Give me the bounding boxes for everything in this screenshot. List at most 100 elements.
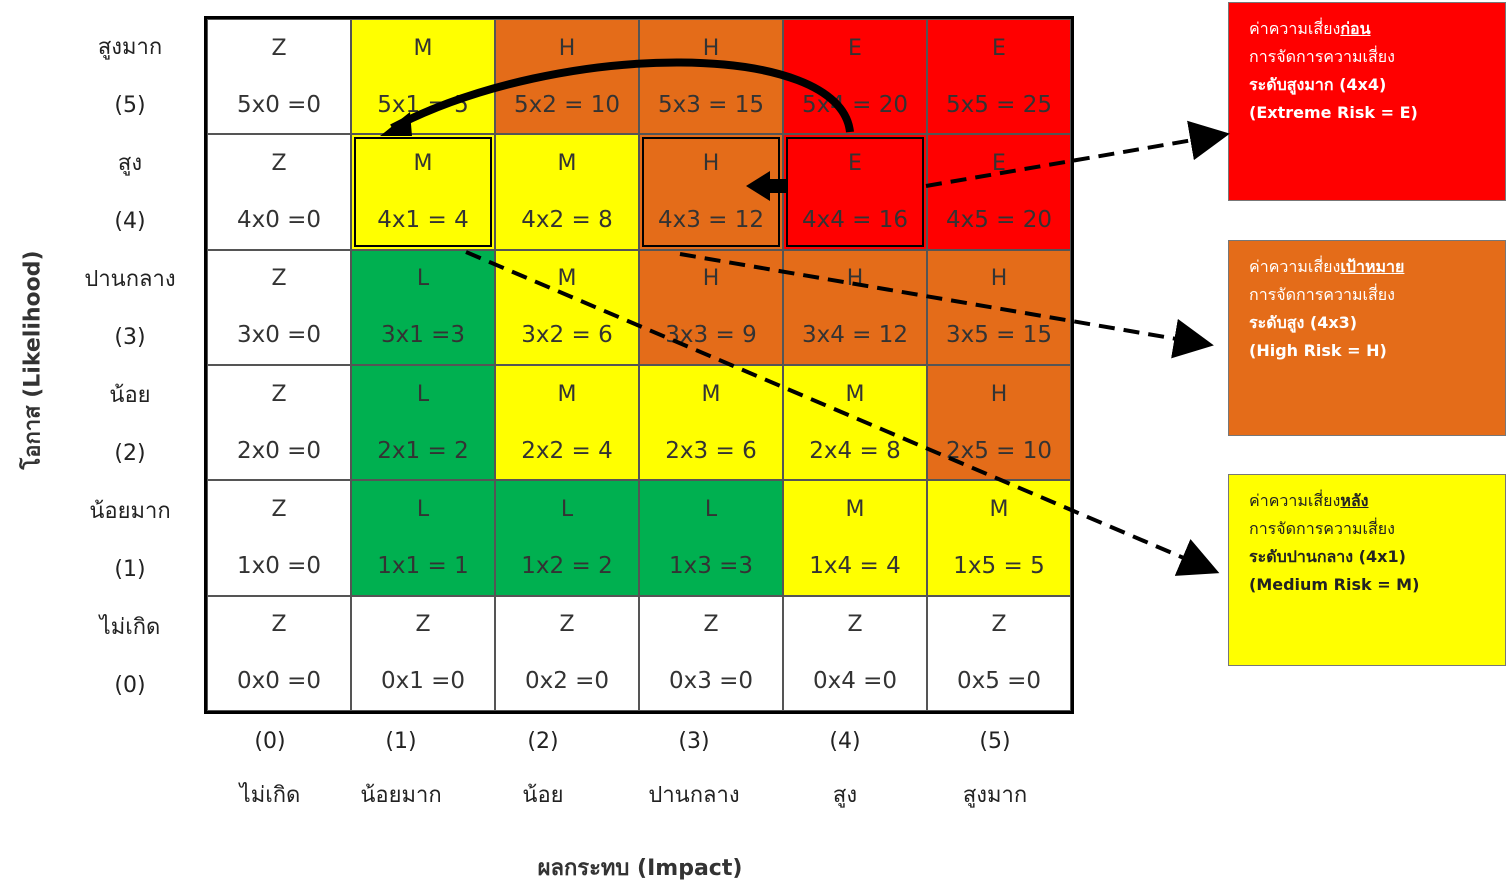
col-label-3: (3) ปานกลาง xyxy=(621,728,767,810)
risk-formula: 2x4 = 8 xyxy=(809,437,901,464)
row-label-value: (2) xyxy=(114,441,146,466)
row-label-name: ปานกลาง xyxy=(84,267,176,292)
risk-formula: 2x3 = 6 xyxy=(665,437,757,464)
risk-formula: 0x0 =0 xyxy=(236,668,322,695)
risk-cell: Z 0x0 =0 xyxy=(207,595,351,711)
risk-level: Z xyxy=(991,612,1007,638)
box-line-4: (High Risk = H) xyxy=(1249,341,1387,360)
risk-cell: Z 0x1 =0 xyxy=(351,595,495,711)
risk-formula: 5x2 = 10 xyxy=(513,91,621,118)
box-line-4: (Medium Risk = M) xyxy=(1249,575,1420,594)
risk-cell: M 2x2 = 4 xyxy=(495,365,639,481)
risk-cell: Z 4x0 =0 xyxy=(207,134,351,250)
risk-level: E xyxy=(992,150,1006,176)
risk-formula: 3x0 =0 xyxy=(236,322,322,349)
risk-cell: M 4x2 = 8 xyxy=(495,134,639,250)
risk-formula: 4x5 = 20 xyxy=(945,207,1053,234)
risk-cell: L 1x3 =3 xyxy=(639,480,783,596)
row-label-3: ปานกลาง (3) xyxy=(70,266,190,352)
risk-formula: 5x1 = 5 xyxy=(377,91,469,118)
risk-cell: H 2x5 = 10 xyxy=(927,365,1071,481)
col-label-4: (4) สูง xyxy=(772,728,918,810)
risk-formula: 0x4 =0 xyxy=(812,668,898,695)
risk-cell: Z 0x5 =0 xyxy=(927,595,1071,711)
row-label-0: ไม่เกิด (0) xyxy=(70,614,190,700)
risk-level: Z xyxy=(271,612,287,638)
risk-formula: 5x5 = 25 xyxy=(945,91,1053,118)
risk-cell: L 3x1 =3 xyxy=(351,249,495,365)
risk-level: Z xyxy=(271,496,287,522)
risk-cell: E 5x5 = 25 xyxy=(927,19,1071,135)
risk-formula: 4x3 = 12 xyxy=(657,207,765,234)
risk-cell: H 3x5 = 15 xyxy=(927,249,1071,365)
risk-formula: 2x0 =0 xyxy=(236,437,322,464)
risk-formula: 5x4 = 20 xyxy=(801,91,909,118)
risk-formula: 5x0 =0 xyxy=(236,91,322,118)
risk-cell: M 5x1 = 5 xyxy=(351,19,495,135)
risk-cell: Z 2x0 =0 xyxy=(207,365,351,481)
risk-level: M xyxy=(557,381,577,407)
risk-level: L xyxy=(704,496,718,522)
risk-formula: 0x5 =0 xyxy=(956,668,1042,695)
risk-formula: 2x1 = 2 xyxy=(377,437,469,464)
risk-level: M xyxy=(845,381,865,407)
risk-level: Z xyxy=(271,150,287,176)
box-heading-emph: เป้าหมาย xyxy=(1340,257,1405,276)
col-label-name: น้อย xyxy=(522,783,564,808)
col-label-value: (4) xyxy=(829,729,861,754)
risk-level: H xyxy=(558,35,576,61)
risk-formula: 3x4 = 12 xyxy=(801,322,909,349)
row-label-name: น้อยมาก xyxy=(89,499,171,524)
row-label-value: (1) xyxy=(114,557,146,582)
risk-level: M xyxy=(845,496,865,522)
risk-cell: L 1x1 = 1 xyxy=(351,480,495,596)
y-axis-title: โอกาส (Likelihood) xyxy=(2,230,62,490)
risk-cell: Z 5x0 =0 xyxy=(207,19,351,135)
row-label-value: (3) xyxy=(114,325,146,350)
risk-cell: Z 1x0 =0 xyxy=(207,480,351,596)
risk-level: E xyxy=(992,35,1006,61)
box-line-3: ระดับปานกลาง (4x1) xyxy=(1249,547,1406,566)
box-line-2: การจัดการความเสี่ยง xyxy=(1249,285,1395,304)
box-heading: ค่าความเสี่ยงก่อน xyxy=(1249,15,1495,43)
box-line-2: การจัดการความเสี่ยง xyxy=(1249,47,1395,66)
risk-cell: E 5x4 = 20 xyxy=(783,19,927,135)
risk-level: H xyxy=(990,381,1008,407)
risk-level: Z xyxy=(271,266,287,292)
risk-level: M xyxy=(701,381,721,407)
risk-level: E xyxy=(848,35,862,61)
risk-level: M xyxy=(557,266,577,292)
risk-level: M xyxy=(413,35,433,61)
risk-level: Z xyxy=(271,35,287,61)
box-heading-prefix: ค่าความเสี่ยง xyxy=(1249,491,1341,510)
risk-cell: H 5x3 = 15 xyxy=(639,19,783,135)
risk-level: H xyxy=(990,266,1008,292)
col-label-2: (2) น้อย xyxy=(470,728,616,810)
risk-level: E xyxy=(848,150,862,176)
risk-formula: 4x4 = 16 xyxy=(801,207,909,234)
risk-formula: 1x1 = 1 xyxy=(377,553,469,580)
risk-formula: 0x1 =0 xyxy=(380,668,466,695)
box-heading-emph: ก่อน xyxy=(1340,19,1371,38)
y-axis-title-text: โอกาส (Likelihood) xyxy=(20,250,46,470)
row-label-value: (5) xyxy=(114,93,146,118)
row-label-4: สูง (4) xyxy=(70,150,190,236)
box-line-2: การจัดการความเสี่ยง xyxy=(1249,519,1395,538)
risk-formula: 5x3 = 15 xyxy=(657,91,765,118)
risk-level: Z xyxy=(415,612,431,638)
row-label-1: น้อยมาก (1) xyxy=(70,498,190,584)
box-heading-emph: หลัง xyxy=(1340,491,1369,510)
risk-level: L xyxy=(416,496,430,522)
box-heading: ค่าความเสี่ยงเป้าหมาย xyxy=(1249,253,1495,281)
row-label-2: น้อย (2) xyxy=(70,382,190,468)
risk-formula: 1x5 = 5 xyxy=(953,553,1045,580)
risk-level: L xyxy=(560,496,574,522)
box-heading-prefix: ค่าความเสี่ยง xyxy=(1249,19,1341,38)
row-label-value: (0) xyxy=(114,673,146,698)
risk-cell: Z 0x2 =0 xyxy=(495,595,639,711)
x-axis-title: ผลกระทบ (Impact) xyxy=(537,856,743,881)
risk-before-box: ค่าความเสี่ยงก่อน การจัดการความเสี่ยง ระ… xyxy=(1228,2,1506,201)
risk-cell: L 2x1 = 2 xyxy=(351,365,495,481)
box-line-3: ระดับสูงมาก (4x4) xyxy=(1249,75,1387,94)
col-label-name: ไม่เกิด xyxy=(239,783,301,808)
